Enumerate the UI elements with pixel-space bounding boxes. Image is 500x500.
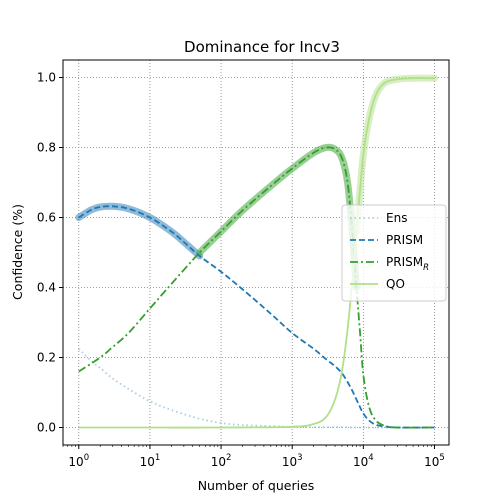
plot-frame [62,59,450,446]
y-axis-ticks: 0.0 0.2 0.4 0.6 0.8 1.0 [37,71,63,435]
y-tick-label: 0.6 [37,211,56,225]
y-tick-label: 0.4 [37,281,56,295]
legend-label: PRISM [386,233,423,247]
x-tick-label: 104 [353,453,374,469]
series-line-0 [78,348,435,429]
y-tick-label: 0.0 [37,421,56,435]
y-tick-label: 0.2 [37,351,56,365]
legend-label: QO [386,277,405,291]
series-line-1 [78,205,435,429]
x-tick-label: 103 [282,453,303,469]
x-axis-label: Number of queries [198,478,315,493]
x-tick-label: 105 [424,453,445,469]
chart-title: Dominance for Incv3 [184,38,340,56]
x-tick-label: 102 [211,453,232,469]
y-tick-label: 1.0 [37,71,56,85]
y-tick-label: 0.8 [37,141,56,155]
x-tick-label: 101 [140,453,161,469]
legend-label: PRISMR [386,255,429,273]
legend-label: Ens [386,211,407,225]
y-axis-label: Confidence (%) [10,204,25,300]
x-axis-ticks: 100 101 102 103 104 105 [62,445,445,469]
legend: Ens PRISM PRISMR QO [341,204,447,302]
x-tick-label: 100 [68,453,89,469]
legend-box [341,204,447,302]
